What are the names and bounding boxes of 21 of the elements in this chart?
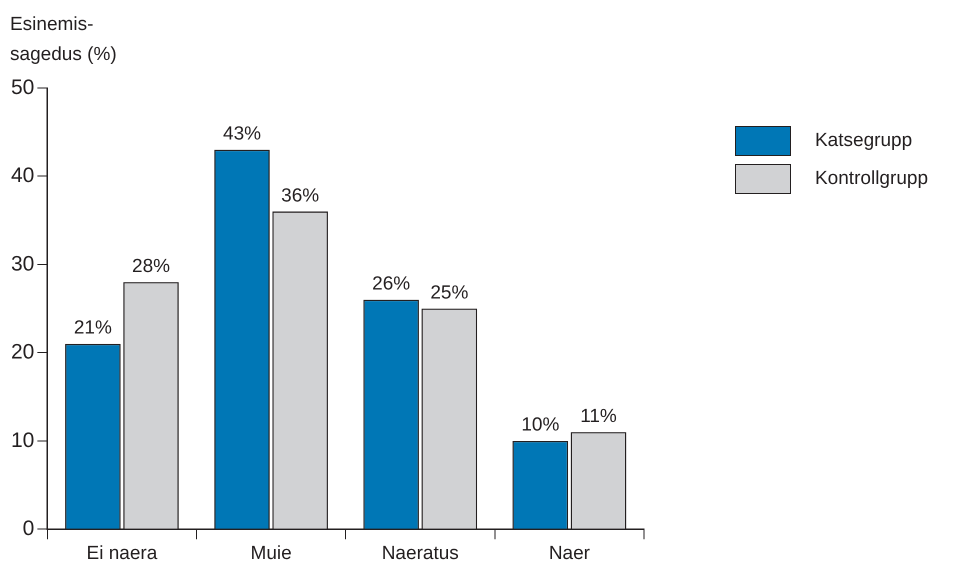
y-axis-title: Esinemis- sagedus (%)	[10, 13, 117, 67]
y-tick-label: 30	[11, 252, 34, 276]
y-tick-label: 10	[11, 428, 34, 452]
data-label: 21%	[74, 318, 112, 339]
data-label: 28%	[132, 256, 170, 277]
y-tick-label: 40	[11, 164, 34, 188]
legend-label: Kontrollgrupp	[815, 168, 928, 190]
data-label: 43%	[222, 124, 262, 144]
x-tick-label: Ei naera	[86, 542, 158, 564]
x-tick-label: Muie	[250, 542, 292, 564]
data-label: 36%	[281, 185, 320, 206]
y-tick-label: 50	[11, 76, 34, 99]
y-tick-label: 20	[11, 340, 34, 364]
data-label: 11%	[580, 406, 617, 427]
data-label: 25%	[430, 282, 468, 304]
legend-label: Katsegrupp	[815, 130, 912, 152]
y-tick-label: 0	[22, 516, 34, 540]
data-label: 26%	[372, 274, 410, 295]
data-label: 10%	[521, 414, 560, 436]
x-tick-label: Naeratus	[382, 542, 459, 564]
x-tick-label: Naer	[548, 542, 591, 564]
